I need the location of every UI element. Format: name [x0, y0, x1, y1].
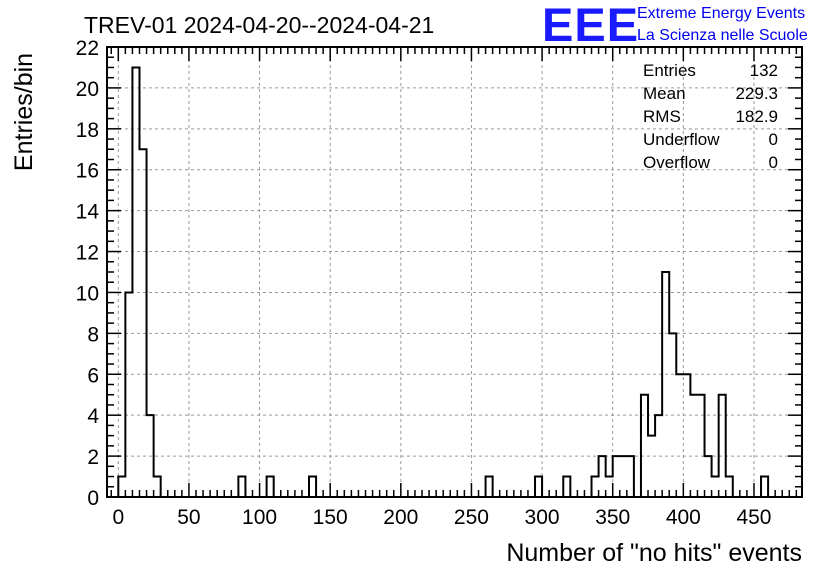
- logo-line-1: Extreme Energy Events: [637, 5, 805, 22]
- histogram-bin: [620, 456, 627, 497]
- stat-value: 229.3: [735, 84, 778, 103]
- x-tick-label: 250: [454, 506, 489, 529]
- y-tick-label: 12: [76, 242, 99, 265]
- axis-ticks: [107, 46, 802, 498]
- x-tick-label: 450: [736, 506, 771, 529]
- x-tick-label: 50: [177, 506, 200, 529]
- histogram-bin: [267, 477, 274, 497]
- stat-value: 0: [769, 130, 778, 149]
- stat-label: RMS: [643, 107, 681, 126]
- histogram-bin: [712, 477, 719, 497]
- histogram-bin: [683, 374, 690, 497]
- histogram-bin: [139, 149, 146, 497]
- histogram-bin: [761, 477, 768, 497]
- y-tick-label: 10: [76, 282, 99, 305]
- plot-frame: [106, 46, 803, 498]
- y-axis-label: Entries/bin: [10, 53, 38, 171]
- histogram-bin: [662, 272, 669, 497]
- stat-label: Entries: [643, 61, 696, 80]
- x-tick-label: 200: [383, 506, 418, 529]
- y-tick-label: 16: [76, 160, 99, 183]
- histogram-bin: [669, 333, 676, 497]
- histogram-bin: [697, 395, 704, 497]
- y-tick-label: 18: [76, 119, 99, 142]
- y-tick-label: 14: [76, 201, 100, 224]
- x-tick-label: 350: [595, 506, 630, 529]
- x-tick-labels: 0 50 100 150 200 250 300 350 400 450: [112, 506, 771, 529]
- stats-box: Entries 132 Mean 229.3 RMS 182.9 Underflow 0 Ove…: [643, 61, 778, 172]
- x-tick-label: 0: [112, 506, 124, 529]
- y-tick-label: 22: [76, 37, 99, 60]
- logo-line-2: La Scienza nelle Scuole: [637, 27, 808, 44]
- chart-title: TREV-01 2024-04-20--2024-04-21: [84, 12, 434, 38]
- histogram-bin: [132, 67, 139, 497]
- histogram-bin: [486, 477, 493, 497]
- histogram-bin: [147, 415, 154, 497]
- histogram-bin: [613, 456, 620, 497]
- histogram-bin: [535, 477, 542, 497]
- histogram-bin: [125, 292, 132, 497]
- y-tick-label: 8: [87, 323, 99, 346]
- histogram-bin: [690, 395, 697, 497]
- stat-label: Mean: [643, 84, 686, 103]
- logo-mark: EEE: [542, 0, 639, 51]
- histogram-bin: [309, 477, 316, 497]
- histogram-bin: [648, 436, 655, 497]
- y-tick-label: 2: [87, 446, 99, 469]
- histogram-bin: [563, 477, 570, 497]
- histogram-bin: [592, 477, 599, 497]
- histogram-outline: [117, 66, 770, 498]
- histogram-bin: [719, 395, 726, 497]
- y-tick-label: 6: [87, 364, 99, 387]
- x-tick-label: 400: [666, 506, 701, 529]
- histogram-bin: [154, 477, 161, 497]
- histogram-bin: [118, 477, 125, 497]
- y-tick-labels: 0 2 4 6 8 10 12 14 16 18 20 22: [76, 37, 100, 510]
- histogram-bin: [627, 456, 634, 497]
- histogram-bin: [726, 477, 733, 497]
- eee-logo: EEE Extreme Energy Events La Scienza nel…: [542, 0, 808, 51]
- histogram-bin: [606, 477, 613, 497]
- histogram-series: [117, 66, 770, 498]
- stat-label: Overflow: [643, 153, 711, 172]
- stat-value: 132: [750, 61, 778, 80]
- histogram-bin: [599, 456, 606, 497]
- histogram-bin: [705, 456, 712, 497]
- y-tick-label: 4: [87, 405, 99, 428]
- stat-value: 182.9: [735, 107, 778, 126]
- stat-label: Underflow: [643, 130, 720, 149]
- x-axis-label: Number of "no hits" events: [506, 539, 802, 567]
- x-tick-label: 150: [313, 506, 348, 529]
- x-tick-label: 100: [242, 506, 277, 529]
- histogram-bin: [238, 477, 245, 497]
- y-tick-label: 0: [87, 487, 99, 510]
- x-tick-label: 300: [525, 506, 560, 529]
- histogram-bin: [655, 415, 662, 497]
- y-tick-label: 20: [76, 78, 99, 101]
- histogram-bin: [676, 374, 683, 497]
- histogram-bin: [641, 395, 648, 497]
- stat-value: 0: [769, 153, 778, 172]
